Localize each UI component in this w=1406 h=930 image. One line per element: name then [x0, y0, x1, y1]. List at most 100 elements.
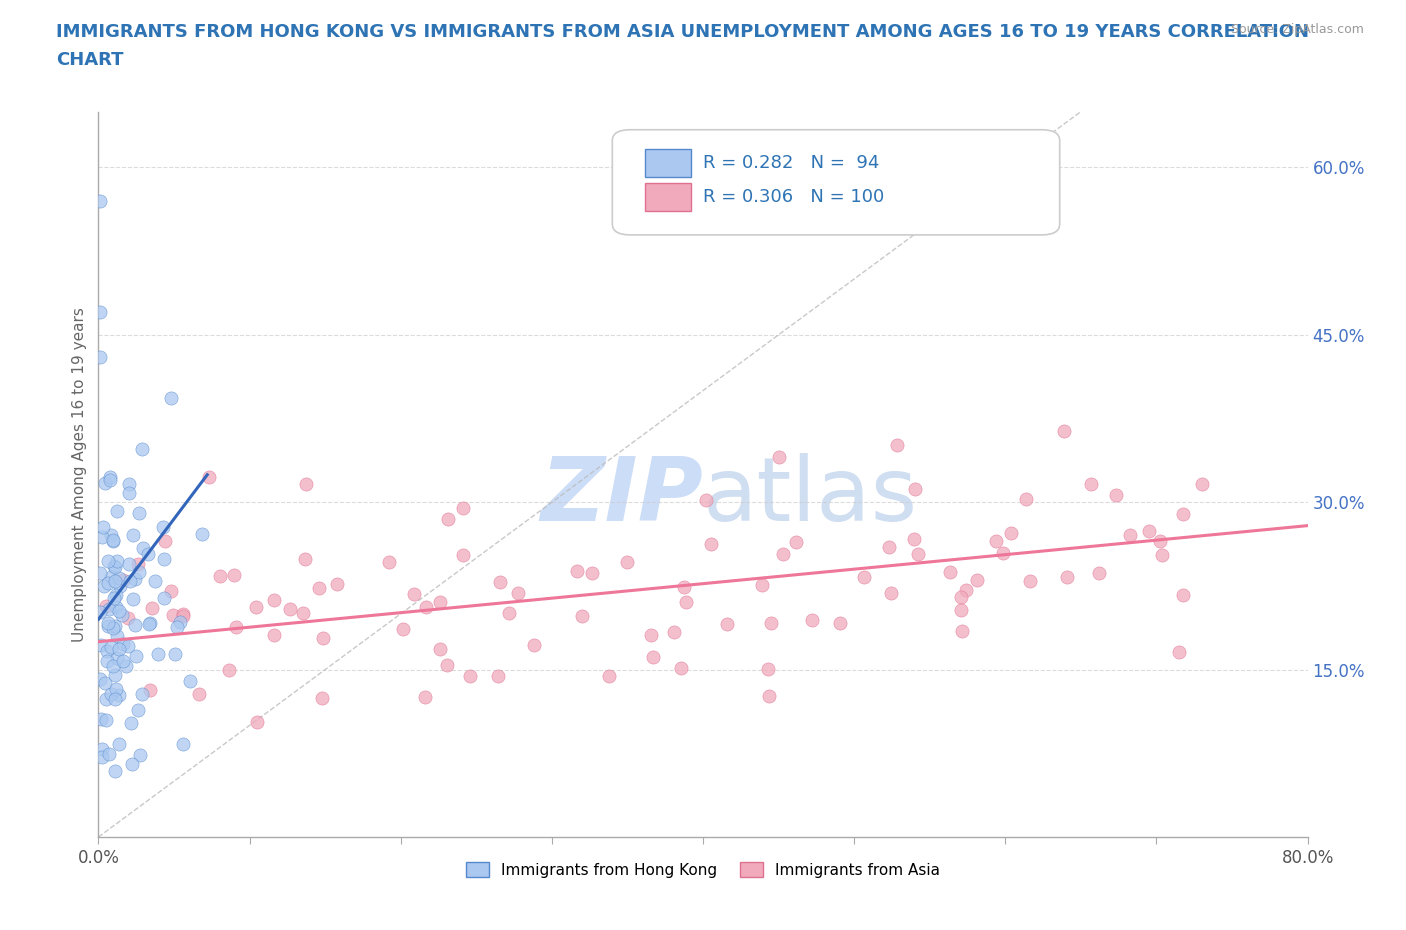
Point — [117, 485, 139, 500]
Point — [124, 571, 146, 586]
Point — [125, 648, 148, 663]
Point — [801, 613, 824, 628]
Point — [664, 625, 686, 640]
Point — [218, 662, 240, 677]
Point — [263, 592, 285, 607]
Point — [1056, 570, 1078, 585]
Point — [886, 438, 908, 453]
Point — [785, 535, 807, 550]
Point — [127, 557, 149, 572]
Point — [105, 629, 128, 644]
Point — [246, 714, 269, 729]
Point — [640, 628, 662, 643]
Point — [402, 587, 425, 602]
Point — [172, 737, 194, 751]
Point — [104, 600, 127, 615]
Text: CHART: CHART — [56, 51, 124, 69]
Point — [263, 628, 285, 643]
Point — [100, 527, 122, 542]
Point — [1149, 534, 1171, 549]
Point — [772, 547, 794, 562]
Point — [117, 639, 139, 654]
Point — [294, 551, 316, 566]
Point — [118, 556, 141, 571]
Point — [311, 690, 333, 705]
Point — [598, 669, 620, 684]
Point — [101, 658, 124, 673]
Point — [280, 602, 302, 617]
Point — [991, 546, 1014, 561]
Point — [90, 711, 112, 726]
Point — [122, 591, 145, 606]
Y-axis label: Unemployment Among Ages 16 to 19 years: Unemployment Among Ages 16 to 19 years — [72, 307, 87, 642]
Point — [89, 350, 111, 365]
Point — [122, 527, 145, 542]
Point — [139, 683, 162, 698]
Point — [103, 591, 125, 605]
Point — [966, 572, 988, 587]
Point — [955, 582, 977, 597]
Point — [1018, 574, 1040, 589]
Point — [118, 477, 141, 492]
Text: R = 0.306   N = 100: R = 0.306 N = 100 — [703, 188, 884, 206]
Point — [94, 691, 117, 706]
Point — [94, 712, 117, 727]
Point — [104, 691, 127, 706]
Point — [498, 605, 520, 620]
Point — [136, 547, 159, 562]
Point — [191, 527, 214, 542]
Point — [1080, 476, 1102, 491]
Point — [641, 649, 664, 664]
Point — [437, 512, 460, 526]
Point — [429, 594, 451, 609]
Point — [567, 564, 589, 578]
Point — [392, 621, 415, 636]
Point — [198, 469, 221, 484]
Point — [94, 598, 117, 613]
Point — [1150, 547, 1173, 562]
Point — [1014, 492, 1036, 507]
Point — [675, 594, 697, 609]
Point — [429, 642, 451, 657]
Point — [117, 611, 139, 626]
Point — [89, 565, 111, 580]
Point — [89, 671, 111, 686]
Point — [415, 599, 437, 614]
Point — [172, 608, 194, 623]
Point — [695, 492, 717, 507]
Point — [1053, 424, 1076, 439]
Point — [508, 585, 530, 600]
Point — [880, 586, 903, 601]
Point — [160, 391, 183, 405]
Point — [756, 662, 779, 677]
Point — [93, 475, 115, 490]
Point — [436, 658, 458, 672]
Point — [91, 750, 114, 764]
Point — [453, 500, 475, 515]
Point — [716, 617, 738, 631]
Point — [104, 573, 127, 588]
Text: ZIP: ZIP — [540, 453, 703, 539]
Point — [89, 193, 111, 208]
Point — [169, 615, 191, 630]
Point — [105, 503, 128, 518]
Legend: Immigrants from Hong Kong, Immigrants from Asia: Immigrants from Hong Kong, Immigrants fr… — [460, 856, 946, 884]
Point — [127, 703, 149, 718]
Point — [111, 653, 134, 668]
Point — [103, 534, 125, 549]
Point — [853, 569, 876, 584]
Point — [107, 604, 129, 618]
Point — [105, 554, 128, 569]
Point — [581, 565, 603, 580]
Point — [326, 577, 349, 591]
Point — [105, 588, 128, 603]
Point — [90, 638, 112, 653]
Point — [486, 668, 509, 683]
Point — [118, 574, 141, 589]
FancyBboxPatch shape — [645, 183, 690, 211]
Point — [672, 579, 695, 594]
Point — [98, 747, 121, 762]
Point — [292, 605, 315, 620]
Text: R = 0.282   N =  94: R = 0.282 N = 94 — [703, 154, 879, 172]
Point — [107, 642, 129, 657]
